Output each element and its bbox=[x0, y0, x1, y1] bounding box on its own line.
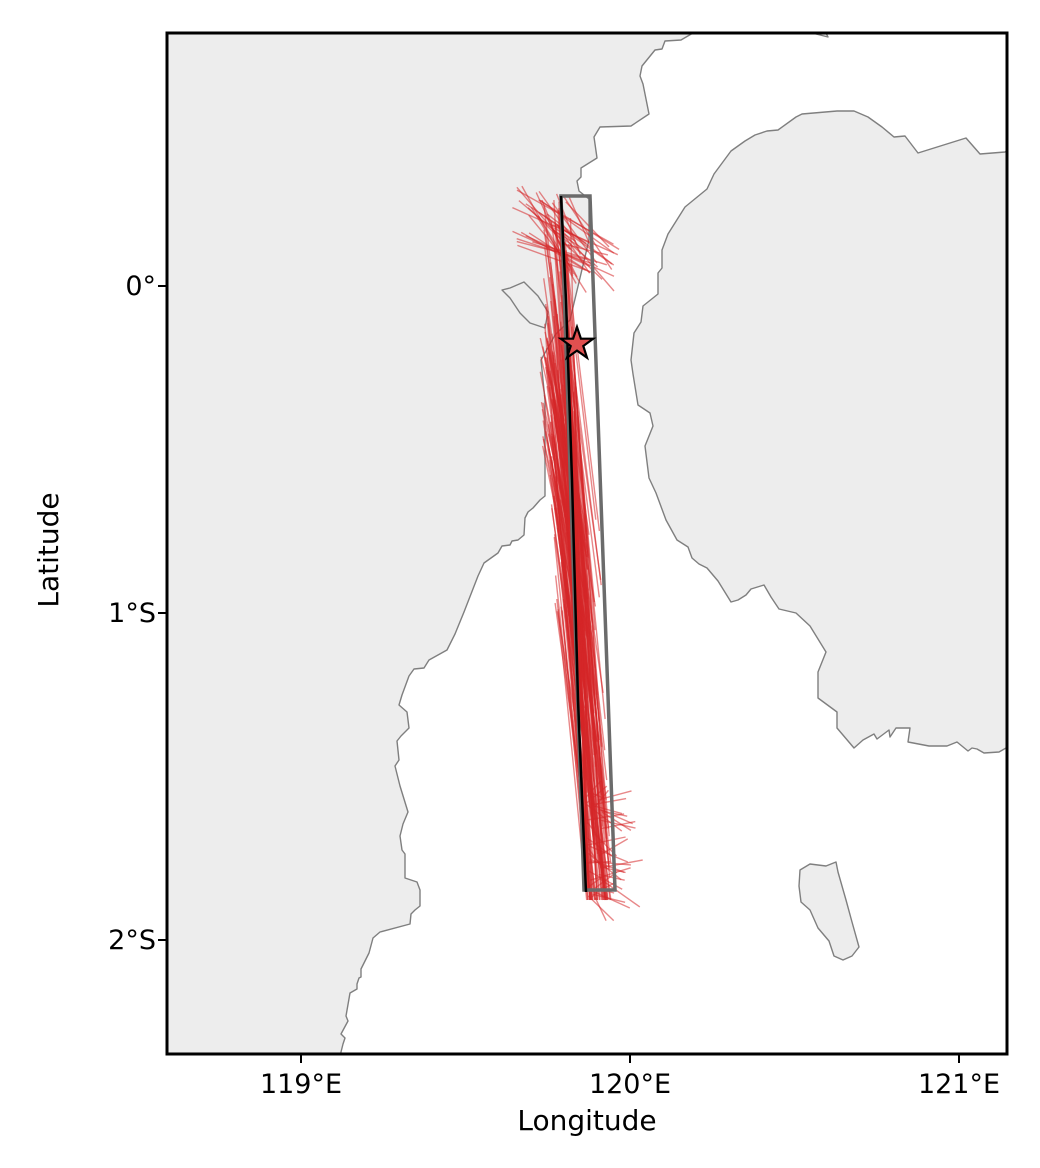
rupture-slip-line bbox=[594, 897, 607, 921]
landmass-east bbox=[630, 110, 1007, 754]
rupture-slip-line bbox=[587, 876, 603, 888]
rupture-slip-line bbox=[517, 244, 592, 273]
rupture-slip-line bbox=[601, 820, 636, 830]
y-axis-title: Latitude bbox=[32, 492, 65, 607]
rupture-slip-line bbox=[512, 230, 591, 267]
rupture-slip-line bbox=[532, 241, 608, 266]
rupture-slip-line bbox=[516, 240, 587, 260]
epicenter-star-icon bbox=[557, 323, 597, 361]
rupture-slip-line bbox=[512, 206, 619, 256]
rupture-slip-line bbox=[599, 819, 636, 829]
x-tick-label: 121°E bbox=[918, 1069, 1000, 1100]
rupture-slip-lines bbox=[512, 185, 643, 922]
map-area bbox=[167, 33, 1007, 1054]
y-tick-label: 1°S bbox=[108, 598, 156, 629]
rupture-slip-line bbox=[516, 189, 614, 245]
rupture-slip-line bbox=[562, 194, 613, 270]
rupture-slip-line bbox=[601, 811, 632, 831]
rupture-slip-line bbox=[592, 893, 626, 903]
rupture-slip-line bbox=[525, 235, 615, 277]
y-tick-label: 0° bbox=[125, 271, 156, 302]
rupture-slip-line bbox=[544, 331, 588, 533]
rupture-slip-line bbox=[584, 780, 602, 799]
rupture-slip-line bbox=[587, 822, 599, 837]
y-axis: 0° 1°S 2°S Latitude bbox=[32, 271, 167, 956]
island-south bbox=[798, 861, 860, 961]
rupture-slip-line bbox=[586, 836, 626, 846]
rupture-slip-line bbox=[590, 797, 627, 806]
rupture-slip-line bbox=[542, 420, 578, 621]
rupture-slip-line bbox=[590, 867, 631, 881]
rupture-slip-line bbox=[594, 805, 623, 815]
rupture-slip-line bbox=[599, 878, 641, 908]
x-axis-title: Longitude bbox=[517, 1104, 656, 1137]
fault-trace bbox=[559, 195, 588, 893]
rupture-slip-line bbox=[554, 227, 576, 242]
x-axis: 119°E 120°E 121°E Longitude bbox=[260, 1054, 1000, 1137]
x-tick-label: 119°E bbox=[260, 1069, 342, 1100]
x-tick-label: 120°E bbox=[589, 1069, 671, 1100]
rupture-slip-line bbox=[589, 845, 629, 863]
rupture-slip-line bbox=[585, 860, 611, 864]
rupture-slip-line bbox=[586, 785, 608, 804]
map-frame bbox=[165, 31, 1009, 1056]
y-tick-label: 2°S bbox=[108, 925, 156, 956]
rupture-slip-line bbox=[586, 803, 623, 832]
